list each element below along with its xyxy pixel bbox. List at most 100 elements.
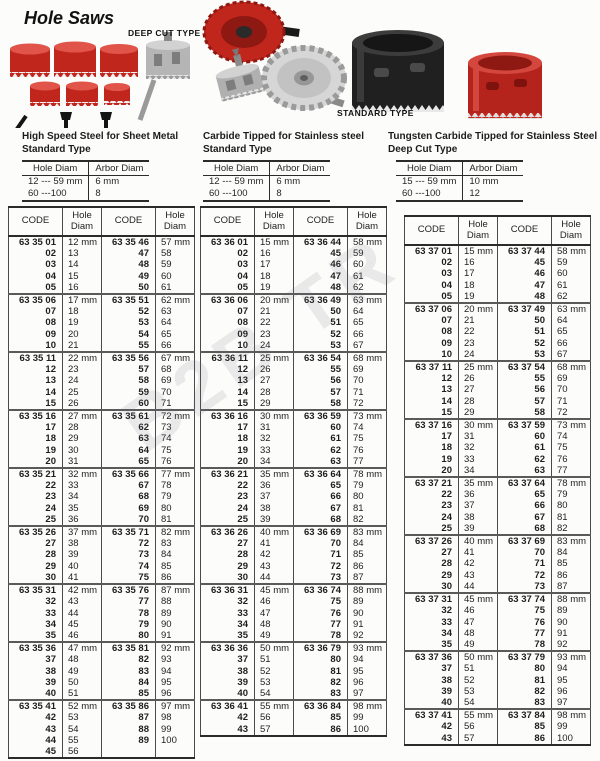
table-row: 35 49 78 92 <box>404 638 591 652</box>
hole-diam-cell: 52 mm <box>62 699 102 713</box>
code-cell: 77 <box>293 618 348 630</box>
code-cell: 44 <box>8 734 63 746</box>
code-cell: 74 <box>101 560 156 572</box>
hole-diam-cell: 83 <box>155 538 195 550</box>
code-cell: 56 <box>293 375 348 387</box>
hole-diam-cell: 40 <box>62 560 102 572</box>
hole-diam-cell: 65 <box>155 328 195 340</box>
standard-holesaw-small-photo <box>215 48 265 102</box>
code-cell: 53 <box>101 317 156 329</box>
spec-arbor-value: 10 mm <box>462 175 524 188</box>
hole-diam-cell: 50 <box>62 676 102 688</box>
table-row: 17 31 60 74 <box>404 431 591 443</box>
code-cell: 63 37 44 <box>497 245 552 258</box>
code-cell: 38 <box>200 665 255 677</box>
hole-diam-cell: 79 <box>347 480 387 492</box>
code-cell: 60 <box>101 397 156 411</box>
hole-diam-cell: 35 mm <box>458 476 498 490</box>
hole-diam-cell: 88 <box>155 596 195 608</box>
table-row: 12 26 55 69 <box>200 364 387 376</box>
code-cell: 22 <box>404 489 459 501</box>
code-cell: 55 <box>101 339 156 353</box>
spec-hole-range: 12 --- 59 mm <box>28 176 83 187</box>
table-row: 35 49 78 92 <box>200 629 387 643</box>
hole-diam-cell: 20 mm <box>458 301 498 316</box>
table-row: 30 44 73 87 <box>200 571 387 585</box>
code-cell: 47 <box>293 270 348 282</box>
hole-diam-cell: 28 <box>254 386 294 398</box>
hole-diam-cell: 31 <box>458 431 498 443</box>
hole-diam-cell: 92 <box>347 629 387 643</box>
code-cell: 02 <box>404 257 459 269</box>
hole-diam-cell: 79 <box>551 489 591 501</box>
hole-diam-cell: 43 <box>254 560 294 572</box>
hole-diam-cell: 74 <box>551 431 591 443</box>
code-cell: 80 <box>101 629 156 643</box>
hole-diam-cell: 27 mm <box>62 409 102 423</box>
hole-diam-cell: 44 <box>254 571 294 585</box>
code-cell: 14 <box>404 395 459 407</box>
hole-diam-cell: 42 <box>254 549 294 561</box>
hole-diam-cell: 27 <box>254 375 294 387</box>
carbide-disc-photo <box>261 45 347 111</box>
code-cell: 63 36 31 <box>200 583 255 597</box>
code-cell: 63 36 44 <box>293 236 348 249</box>
table-row: 03 17 46 60 <box>404 268 591 280</box>
code-cell: 07 <box>8 306 63 318</box>
hole-diam-cell: 57 <box>254 723 294 736</box>
hole-diam-cell: 54 <box>62 723 102 735</box>
table-row: 63 36 31 45 mm 63 36 74 88 mm <box>200 583 387 597</box>
hole-diam-cell: 36 <box>254 480 294 492</box>
hole-diam-cell: 40 mm <box>458 534 498 548</box>
code-cell: 63 36 74 <box>293 583 348 597</box>
code-cell: 63 35 36 <box>8 641 63 655</box>
col-header-hole-diam: Hole Diam <box>551 215 591 246</box>
table-row: 14 28 57 71 <box>404 395 591 407</box>
code-cell: 37 <box>200 654 255 666</box>
hole-diam-cell: 96 <box>155 687 195 701</box>
code-cell: 72 <box>497 569 552 581</box>
code-cell: 68 <box>497 522 552 536</box>
spec-title: Carbide Tipped for Stainless steel <box>203 131 364 142</box>
table-row: 33 44 78 89 <box>8 607 195 619</box>
deep-cut-type-label: DEEP CUT TYPE <box>128 28 201 38</box>
code-cell: 42 <box>404 721 459 733</box>
table-row: 40 54 83 97 <box>200 687 387 701</box>
table-row: 19 33 62 76 <box>404 453 591 465</box>
code-cell: 63 35 66 <box>101 467 156 481</box>
table-row: 15 29 58 72 <box>404 406 591 420</box>
spec-col-arbor-diam: Arbor Diam <box>88 161 150 176</box>
code-cell: 10 <box>200 339 255 353</box>
table-row: 34 45 79 90 <box>8 618 195 630</box>
table-row: 12 26 55 69 <box>404 373 591 385</box>
hole-diam-cell: 20 mm <box>254 292 294 307</box>
table-row: 23 34 68 79 <box>8 491 195 503</box>
code-cell: 29 <box>404 569 459 581</box>
table-row: 27 41 70 84 <box>200 538 387 550</box>
spec-subtitle: Standard Type <box>22 144 91 155</box>
hole-diam-cell: 30 <box>62 444 102 456</box>
hole-diam-cell: 16 <box>62 281 102 295</box>
code-cell: 75 <box>293 596 348 608</box>
hole-diam-cell: 22 <box>254 317 294 329</box>
table-row: 07 21 50 64 <box>200 306 387 318</box>
hole-diam-cell: 16 <box>458 257 498 269</box>
code-cell: 48 <box>293 281 348 295</box>
code-cell: 59 <box>101 386 156 398</box>
table-row: 63 37 16 30 mm 63 37 59 73 mm <box>404 418 591 432</box>
table-row: 24 35 69 80 <box>8 502 195 514</box>
code-cell: 63 37 06 <box>404 301 459 316</box>
hole-diam-cell: 48 <box>62 654 102 666</box>
hole-diam-cell: 99 <box>347 712 387 724</box>
hole-diam-cell: 71 <box>155 397 195 411</box>
code-cell: 14 <box>8 386 63 398</box>
hole-diam-cell: 84 <box>551 547 591 559</box>
code-cell: 63 35 46 <box>101 236 156 249</box>
table-row: 03 14 48 59 <box>8 259 195 271</box>
code-cell: 63 36 49 <box>293 292 348 307</box>
code-cell: 14 <box>200 386 255 398</box>
hole-diam-cell: 24 <box>62 375 102 387</box>
code-cell: 63 35 01 <box>8 236 63 249</box>
code-cell: 63 37 01 <box>404 245 459 258</box>
hole-diam-cell: 73 mm <box>551 418 591 432</box>
